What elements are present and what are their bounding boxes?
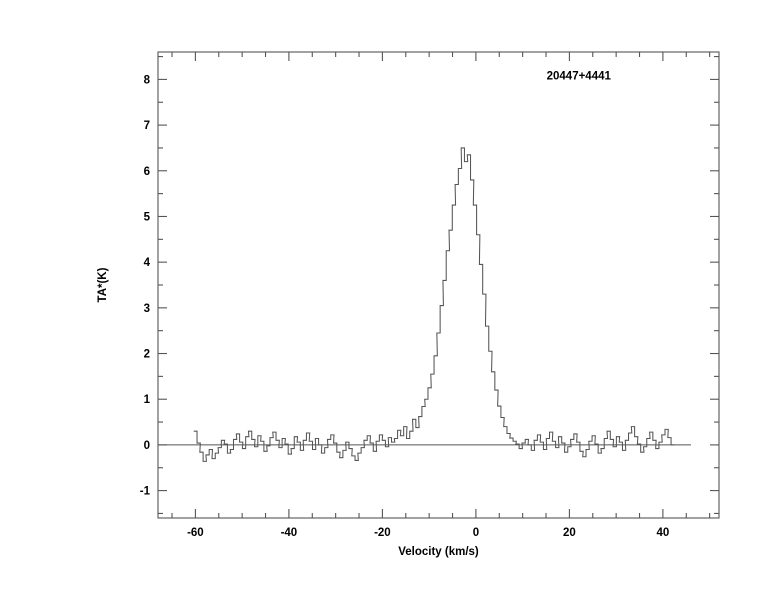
- x-axis-tick-labels: -60 -40 -20 0 20 40: [187, 527, 669, 539]
- x-tick-label: 0: [473, 527, 479, 539]
- y-tick-label: 6: [144, 166, 150, 178]
- x-tick-label: 20: [563, 527, 576, 539]
- y-tick-label: 7: [144, 120, 150, 132]
- x-tick-label: -20: [374, 527, 391, 539]
- x-tick-label: 40: [657, 527, 670, 539]
- source-name-label: 20447+4441: [547, 70, 612, 82]
- spectrum-trace: [193, 147, 675, 462]
- y-axis-title: TA*(K): [97, 267, 109, 302]
- x-axis-title: Velocity (km/s): [398, 546, 479, 558]
- x-tick-label: -60: [187, 527, 204, 539]
- y-axis-major-ticks: [158, 78, 719, 492]
- y-tick-label: 5: [144, 211, 151, 223]
- x-axis-minor-ticks: [171, 52, 711, 518]
- y-tick-label: 2: [144, 349, 150, 361]
- y-tick-label: 3: [144, 303, 150, 315]
- y-tick-label: 4: [144, 257, 151, 269]
- y-tick-label: -1: [140, 486, 151, 498]
- y-axis-minor-ticks: [158, 56, 719, 514]
- y-tick-label: 8: [144, 74, 151, 86]
- y-axis-tick-labels: -1 0 1 2 3 4 5 6 7 8: [140, 74, 151, 497]
- x-tick-label: -40: [281, 527, 298, 539]
- y-tick-label: 1: [144, 394, 151, 406]
- x-axis-major-ticks: [194, 52, 664, 518]
- y-tick-label: 0: [144, 440, 150, 452]
